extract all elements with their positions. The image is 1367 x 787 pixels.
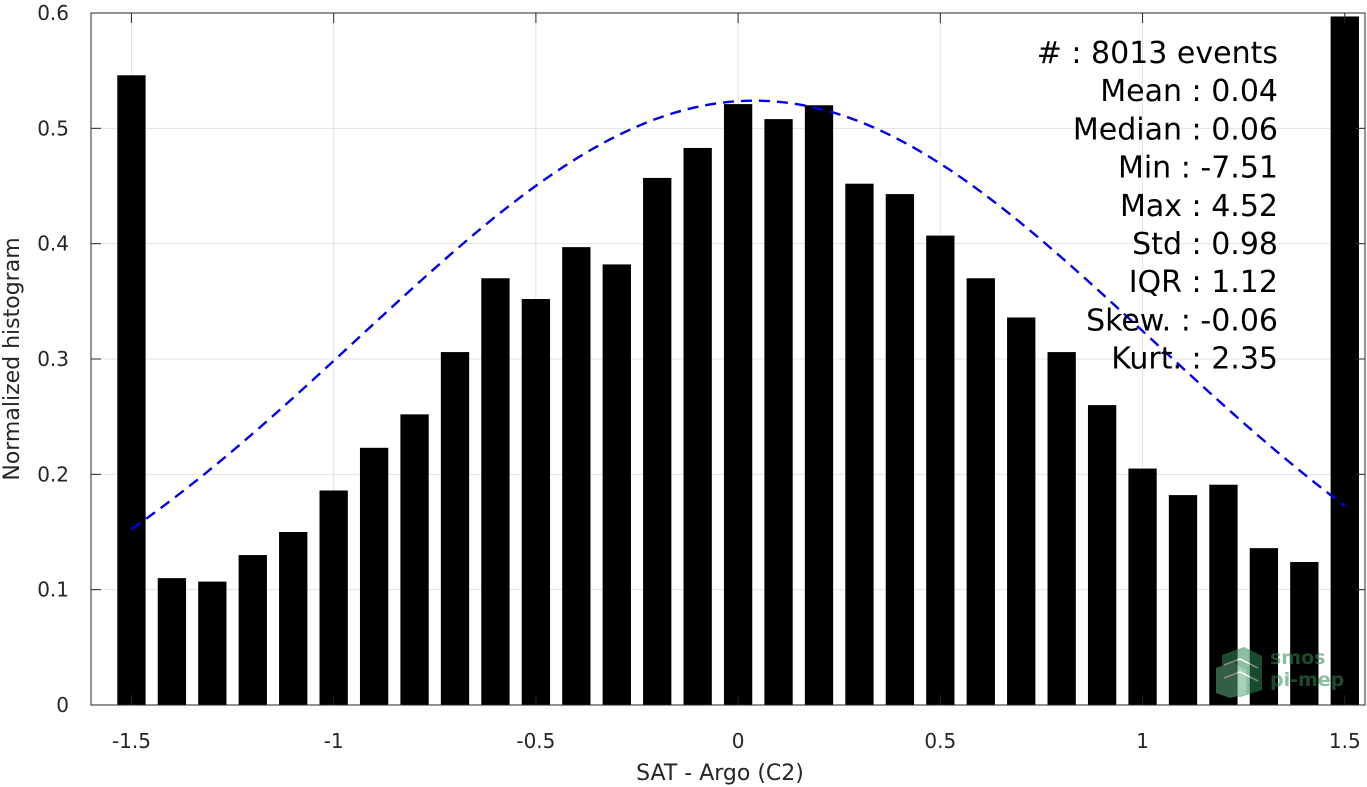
stat-1: Mean : 0.04 <box>1100 74 1278 109</box>
y-tick-label-4: 0.4 <box>37 232 69 256</box>
bar-5 <box>319 490 348 705</box>
x-axis-title: SAT - Argo (C2) <box>636 761 804 786</box>
normal-fit-layer <box>130 99 1346 531</box>
histogram-bars <box>117 16 1359 706</box>
watermark-line1: smos <box>1270 647 1325 669</box>
bar-7 <box>400 414 429 705</box>
stat-4: Max : 4.52 <box>1120 189 1278 224</box>
bar-1 <box>157 578 187 705</box>
x-tick-label-6: 1.5 <box>1329 729 1361 753</box>
bar-10 <box>521 299 551 705</box>
y-tick-label-1: 0.1 <box>37 578 69 602</box>
bar-24 <box>1087 405 1117 705</box>
y-tick-label-5: 0.5 <box>37 116 69 140</box>
watermark-line2: pi-mep <box>1270 669 1344 691</box>
bar-18 <box>845 183 874 705</box>
x-tick-label-3: 0 <box>732 729 745 753</box>
bar-17 <box>804 105 834 706</box>
y-tick-label-2: 0.2 <box>37 462 69 486</box>
bar-8 <box>440 352 470 705</box>
bar-15 <box>723 104 753 705</box>
normal-fit-curve <box>130 99 1346 531</box>
bar-11 <box>562 247 591 706</box>
stat-2: Median : 0.06 <box>1073 112 1278 147</box>
stat-3: Min : -7.51 <box>1118 151 1278 186</box>
y-tick-label-6: 0.6 <box>37 1 69 25</box>
y-tick-labels: 0 0.1 0.2 0.3 0.4 0.5 0.6 <box>37 1 69 717</box>
bar-21 <box>966 278 995 705</box>
y-tick-label-3: 0.3 <box>37 347 69 371</box>
bar-25 <box>1128 468 1157 705</box>
bar-26 <box>1168 495 1198 705</box>
bar-3 <box>238 555 267 705</box>
bar-6 <box>359 447 389 705</box>
x-tick-label-0: -1.5 <box>112 729 151 753</box>
bar-12 <box>602 264 631 705</box>
x-tick-label-2: -0.5 <box>516 729 555 753</box>
bar-16 <box>764 119 793 705</box>
stat-7: Skew. : -0.06 <box>1086 303 1278 338</box>
bar-0 <box>117 75 146 705</box>
bar-30 <box>1330 16 1359 705</box>
bar-20 <box>926 235 955 706</box>
x-tick-label-1: -1 <box>324 729 344 753</box>
bar-19 <box>885 194 915 705</box>
x-tick-labels: -1.5 -1 -0.5 0 0.5 1 1.5 <box>112 729 1361 753</box>
bar-23 <box>1047 352 1076 705</box>
x-tick-label-4: 0.5 <box>924 729 956 753</box>
bar-14 <box>683 147 712 705</box>
bar-9 <box>481 278 510 705</box>
bar-22 <box>1007 317 1036 705</box>
axis-ticks <box>91 12 1365 706</box>
bar-29 <box>1290 561 1319 705</box>
bar-2 <box>198 581 227 705</box>
stat-8: Kurt. : 2.35 <box>1111 342 1278 377</box>
y-tick-label-0: 0 <box>56 693 69 717</box>
smos-pimep-watermark: smos pi-mep <box>1216 647 1344 698</box>
stat-5: Std : 0.98 <box>1132 227 1278 262</box>
stat-6: IQR : 1.12 <box>1129 265 1278 300</box>
bar-13 <box>643 177 672 706</box>
smos-logo-icon <box>1216 647 1262 698</box>
y-axis-title: Normalized histogram <box>0 237 25 480</box>
stat-0: # : 8013 events <box>1037 36 1278 71</box>
bar-4 <box>279 532 308 705</box>
x-tick-label-5: 1 <box>1136 729 1149 753</box>
